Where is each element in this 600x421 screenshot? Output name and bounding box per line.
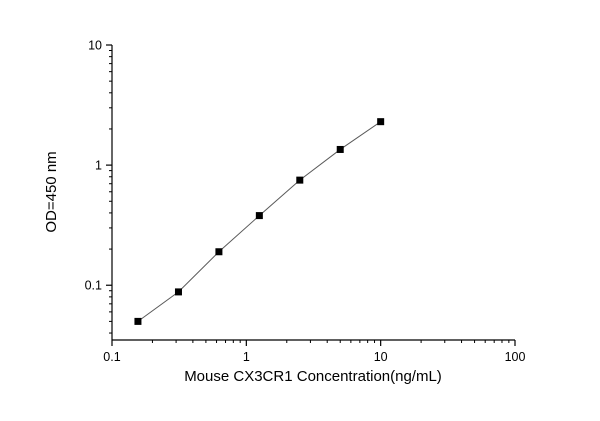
data-point bbox=[336, 145, 344, 153]
y-tick-label: 10 bbox=[88, 39, 102, 53]
series-line bbox=[137, 121, 381, 322]
series-layer bbox=[134, 118, 385, 325]
y-tick-label: 0.1 bbox=[85, 279, 102, 293]
y-axis-title: OD=450 nm bbox=[43, 151, 60, 232]
data-point bbox=[377, 118, 385, 126]
x-tick-label: 0.1 bbox=[103, 350, 120, 364]
data-point bbox=[215, 248, 223, 256]
x-tick-label: 10 bbox=[374, 350, 388, 364]
y-tick-label: 1 bbox=[95, 159, 102, 173]
data-point bbox=[296, 176, 304, 184]
data-point bbox=[134, 317, 142, 325]
data-point bbox=[174, 288, 182, 296]
x-tick-label: 1 bbox=[243, 350, 250, 364]
data-point bbox=[255, 212, 263, 220]
axes-layer: 0.1 1 10 100 0.1 1 10 bbox=[85, 39, 526, 365]
x-axis-title: Mouse CX3CR1 Concentration(ng/mL) bbox=[184, 368, 442, 385]
x-tick-label: 100 bbox=[505, 350, 526, 364]
